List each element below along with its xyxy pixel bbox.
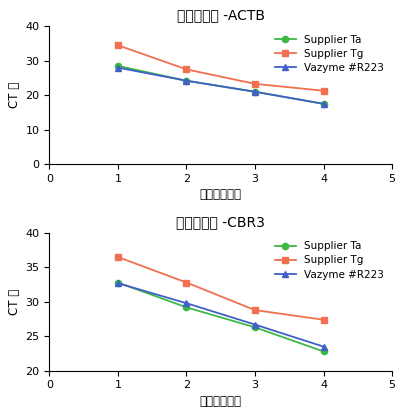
Vazyme #R223 — [184, 78, 189, 83]
Vazyme #R223 — [252, 322, 257, 327]
Vazyme #R223 — [321, 102, 326, 106]
Title: 逆转录效率 -CBR3: 逆转录效率 -CBR3 — [176, 215, 265, 229]
Line: Vazyme #R223: Vazyme #R223 — [115, 280, 327, 350]
Line: Supplier Ta: Supplier Ta — [115, 280, 327, 354]
Y-axis label: CT 值: CT 值 — [8, 82, 21, 108]
Vazyme #R223 — [116, 281, 120, 286]
Supplier Tg — [116, 255, 120, 260]
Legend: Supplier Ta, Supplier Tg, Vazyme #R223: Supplier Ta, Supplier Tg, Vazyme #R223 — [271, 32, 387, 76]
Supplier Ta — [116, 63, 120, 68]
Legend: Supplier Ta, Supplier Tg, Vazyme #R223: Supplier Ta, Supplier Tg, Vazyme #R223 — [271, 238, 387, 283]
Supplier Tg — [184, 280, 189, 285]
Vazyme #R223 — [321, 344, 326, 349]
Supplier Ta — [184, 305, 189, 310]
Supplier Ta — [321, 102, 326, 106]
Vazyme #R223 — [184, 301, 189, 306]
Supplier Tg — [116, 43, 120, 48]
Title: 逆转录效率 -ACTB: 逆转录效率 -ACTB — [177, 8, 265, 22]
Supplier Tg — [252, 82, 257, 87]
Vazyme #R223 — [116, 65, 120, 70]
Supplier Ta — [184, 78, 189, 83]
Supplier Ta — [252, 89, 257, 94]
X-axis label: 不同模板梯度: 不同模板梯度 — [200, 395, 242, 408]
Y-axis label: CT 值: CT 值 — [8, 289, 21, 315]
Vazyme #R223 — [252, 89, 257, 94]
Supplier Ta — [321, 349, 326, 354]
Line: Supplier Tg: Supplier Tg — [115, 254, 327, 323]
Supplier Tg — [184, 67, 189, 72]
Supplier Tg — [321, 317, 326, 322]
Supplier Tg — [252, 307, 257, 312]
Line: Supplier Ta: Supplier Ta — [115, 63, 327, 107]
Supplier Ta — [116, 280, 120, 285]
Supplier Ta — [252, 325, 257, 330]
Line: Supplier Tg: Supplier Tg — [115, 42, 327, 94]
Supplier Tg — [321, 88, 326, 93]
X-axis label: 不同模板梯度: 不同模板梯度 — [200, 188, 242, 201]
Line: Vazyme #R223: Vazyme #R223 — [115, 64, 327, 107]
